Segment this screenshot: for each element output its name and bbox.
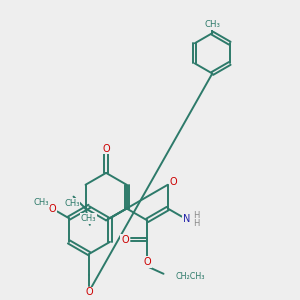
Text: O: O: [102, 144, 110, 154]
Text: N: N: [183, 214, 190, 224]
Text: CH₂CH₃: CH₂CH₃: [176, 272, 206, 281]
Text: O: O: [85, 287, 93, 297]
Text: CH₃: CH₃: [64, 199, 80, 208]
Text: CH₃: CH₃: [204, 20, 220, 29]
Text: O: O: [143, 257, 151, 267]
Text: CH₃: CH₃: [81, 214, 96, 223]
Text: O: O: [169, 176, 177, 187]
Text: H: H: [193, 211, 200, 220]
Text: O: O: [48, 203, 56, 214]
Text: H: H: [193, 219, 200, 228]
Text: CH₃: CH₃: [34, 198, 49, 207]
Text: O: O: [121, 235, 129, 245]
